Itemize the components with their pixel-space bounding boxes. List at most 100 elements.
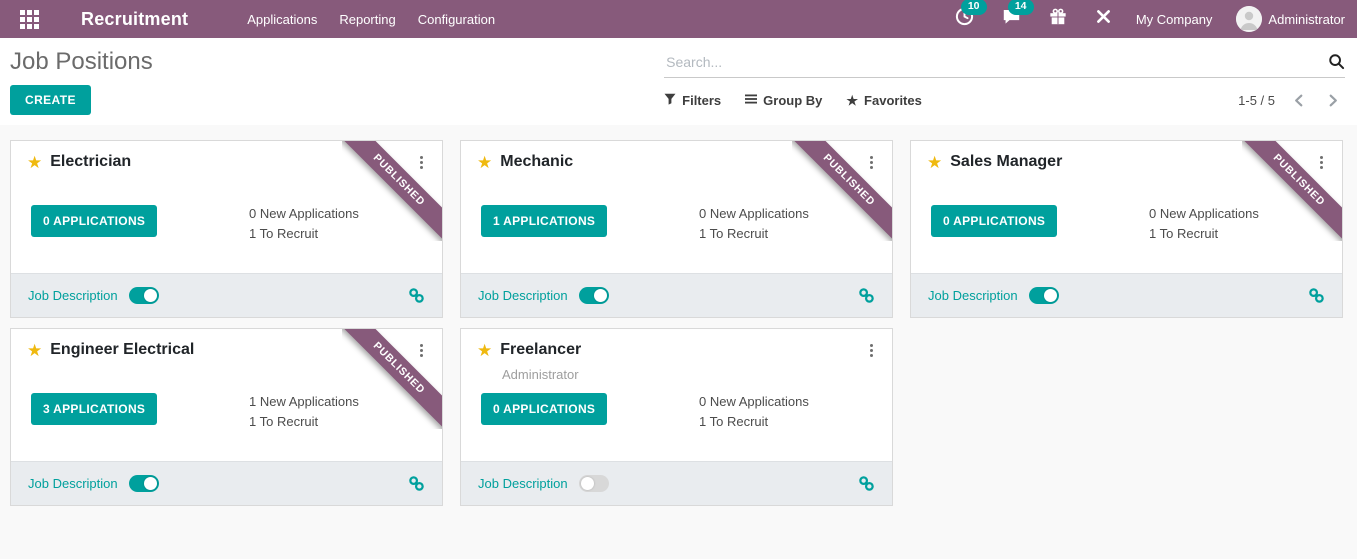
apps-grid-icon <box>20 9 39 29</box>
new-applications-stat: 0 New Applications <box>699 206 809 221</box>
group-by-label: Group By <box>763 93 823 108</box>
job-description-label: Job Description <box>28 288 118 303</box>
pager-previous-icon[interactable] <box>1287 92 1310 109</box>
menu-applications[interactable]: Applications <box>247 11 318 27</box>
job-description-toggle[interactable] <box>128 287 159 304</box>
job-position-card[interactable]: PUBLISHED ★ Sales Manager 0 APPLICATIONS… <box>910 140 1343 318</box>
job-description-toggle[interactable] <box>578 287 609 304</box>
search-input[interactable] <box>664 50 1345 77</box>
chain-link-icon[interactable] <box>1308 287 1325 304</box>
new-applications-stat: 0 New Applications <box>1149 206 1259 221</box>
control-panel: Job Positions CREATE Filters Group By <box>0 38 1357 125</box>
job-description-label: Job Description <box>478 288 568 303</box>
job-description-label: Job Description <box>478 476 568 491</box>
gift-icon <box>1049 8 1067 31</box>
kebab-menu-icon[interactable] <box>1320 156 1323 159</box>
funnel-icon <box>664 93 676 108</box>
to-recruit-stat: 1 To Recruit <box>699 226 769 241</box>
group-by-button[interactable]: Group By <box>745 93 822 108</box>
card-body: ★ Mechanic 1 APPLICATIONS 0 New Applicat… <box>461 141 892 275</box>
card-footer: Job Description <box>461 461 892 505</box>
card-body: ★ Sales Manager 0 APPLICATIONS 0 New App… <box>911 141 1342 275</box>
kebab-menu-icon[interactable] <box>870 156 873 159</box>
job-title[interactable]: Sales Manager <box>950 153 1063 170</box>
filters-button[interactable]: Filters <box>664 93 721 108</box>
job-description-toggle[interactable] <box>128 475 159 492</box>
favorite-star-icon[interactable]: ★ <box>477 152 493 172</box>
activities-button[interactable]: 10 <box>947 0 987 37</box>
favorites-button[interactable]: ★ Favorites <box>846 93 921 108</box>
favorite-star-icon[interactable]: ★ <box>27 152 43 172</box>
navbar-right: 10 14 My Company <box>941 0 1345 37</box>
favorites-label: Favorites <box>864 93 922 108</box>
chain-link-icon[interactable] <box>408 475 425 492</box>
kebab-menu-icon[interactable] <box>870 344 873 347</box>
kebab-menu-icon[interactable] <box>420 156 423 159</box>
company-switcher[interactable]: My Company <box>1135 11 1213 27</box>
card-stats: 0 New Applications 1 To Recruit <box>699 204 809 244</box>
job-description-toggle[interactable] <box>578 475 609 492</box>
magnifier-icon[interactable] <box>1328 53 1345 75</box>
job-position-card[interactable]: PUBLISHED ★ Electrician 0 APPLICATIONS 0… <box>10 140 443 318</box>
card-body: ★ Electrician 0 APPLICATIONS 0 New Appli… <box>11 141 442 275</box>
to-recruit-stat: 1 To Recruit <box>699 414 769 429</box>
apps-menu-button[interactable] <box>8 4 51 35</box>
tools-button[interactable] <box>1087 2 1120 36</box>
filter-toolbar: Filters Group By ★ Favorites 1-5 / 5 <box>664 92 1345 109</box>
card-stats: 0 New Applications 1 To Recruit <box>249 204 359 244</box>
user-name: Administrator <box>1268 11 1345 27</box>
create-button[interactable]: CREATE <box>10 85 91 115</box>
to-recruit-stat: 1 To Recruit <box>249 414 319 429</box>
card-title-row: ★ Engineer Electrical <box>27 341 194 359</box>
menu-configuration[interactable]: Configuration <box>417 11 496 27</box>
activities-badge: 10 <box>960 0 987 15</box>
to-recruit-stat: 1 To Recruit <box>249 226 319 241</box>
rewards-button[interactable] <box>1041 2 1075 37</box>
favorite-star-icon[interactable]: ★ <box>927 152 943 172</box>
chain-link-icon[interactable] <box>408 287 425 304</box>
job-title[interactable]: Mechanic <box>500 153 574 170</box>
page-title: Job Positions <box>10 48 153 75</box>
applications-button[interactable]: 3 APPLICATIONS <box>31 393 158 425</box>
messages-button[interactable]: 14 <box>994 0 1034 37</box>
card-title-row: ★ Freelancer <box>477 341 581 359</box>
main-menu: Applications Reporting Configuration <box>236 1 506 38</box>
kebab-menu-icon[interactable] <box>420 344 423 347</box>
chain-link-icon[interactable] <box>858 475 875 492</box>
card-subtitle: Administrator <box>502 367 579 382</box>
messages-badge: 14 <box>1007 0 1034 15</box>
card-footer: Job Description <box>11 461 442 505</box>
pager-next-icon[interactable] <box>1322 92 1345 109</box>
filters-label: Filters <box>682 93 722 108</box>
job-position-card[interactable]: ★ Freelancer Administrator 0 APPLICATION… <box>460 328 893 506</box>
new-applications-stat: 0 New Applications <box>249 206 359 221</box>
card-body: ★ Freelancer Administrator 0 APPLICATION… <box>461 329 892 463</box>
kanban-board: PUBLISHED ★ Electrician 0 APPLICATIONS 0… <box>0 125 1357 506</box>
job-title[interactable]: Engineer Electrical <box>50 341 195 358</box>
applications-button[interactable]: 0 APPLICATIONS <box>931 205 1058 237</box>
control-panel-right: Filters Group By ★ Favorites 1-5 / 5 <box>664 46 1345 115</box>
job-description-label: Job Description <box>928 288 1018 303</box>
pager-value: 1-5 / 5 <box>1238 93 1275 108</box>
favorite-star-icon[interactable]: ★ <box>477 340 493 360</box>
chain-link-icon[interactable] <box>858 287 875 304</box>
applications-button[interactable]: 0 APPLICATIONS <box>31 205 158 237</box>
menu-reporting[interactable]: Reporting <box>339 11 396 27</box>
card-title-row: ★ Sales Manager <box>927 153 1062 171</box>
new-applications-stat: 1 New Applications <box>249 394 359 409</box>
control-panel-left: Job Positions CREATE <box>10 46 664 115</box>
favorite-star-icon[interactable]: ★ <box>27 340 43 360</box>
job-position-card[interactable]: PUBLISHED ★ Mechanic 1 APPLICATIONS 0 Ne… <box>460 140 893 318</box>
job-title[interactable]: Electrician <box>50 153 132 170</box>
job-description-label: Job Description <box>28 476 118 491</box>
new-applications-stat: 0 New Applications <box>699 394 809 409</box>
applications-button[interactable]: 1 APPLICATIONS <box>481 205 608 237</box>
user-menu[interactable]: Administrator <box>1236 6 1345 32</box>
search-bar <box>664 50 1345 78</box>
to-recruit-stat: 1 To Recruit <box>1149 226 1219 241</box>
job-title[interactable]: Freelancer <box>500 341 582 358</box>
app-name[interactable]: Recruitment <box>81 8 189 29</box>
applications-button[interactable]: 0 APPLICATIONS <box>481 393 608 425</box>
job-position-card[interactable]: PUBLISHED ★ Engineer Electrical 3 APPLIC… <box>10 328 443 506</box>
job-description-toggle[interactable] <box>1028 287 1059 304</box>
